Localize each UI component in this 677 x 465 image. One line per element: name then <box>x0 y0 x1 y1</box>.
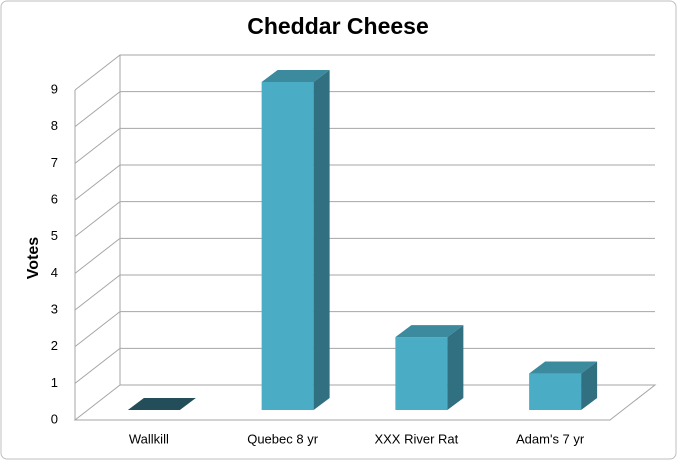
bar <box>529 373 582 410</box>
y-tick-label: 9 <box>51 81 58 96</box>
y-tick-label: 7 <box>51 155 58 170</box>
y-tick-label: 0 <box>51 411 58 426</box>
bar-top <box>529 361 598 374</box>
x-tick-label: XXX River Rat <box>374 431 458 446</box>
y-tick-label: 6 <box>51 191 58 206</box>
chart-title: Cheddar Cheese <box>247 13 429 39</box>
y-tick-label: 5 <box>51 228 58 243</box>
bar-top <box>261 70 330 82</box>
y-axis-label: Votes <box>25 237 42 279</box>
bar-side <box>313 70 330 410</box>
x-tick-label: Quebec 8 yr <box>247 431 318 446</box>
y-tick-label: 4 <box>51 265 58 280</box>
bar-side <box>447 325 464 410</box>
y-tick-label: 8 <box>51 118 58 133</box>
bar-top <box>127 398 196 410</box>
y-tick-label: 2 <box>51 338 58 353</box>
bar-top <box>395 325 464 338</box>
y-tick-label: 1 <box>51 375 58 390</box>
floor <box>73 384 657 421</box>
x-tick-label: Wallkill <box>129 431 169 446</box>
bar <box>261 82 314 410</box>
bar-side <box>581 361 598 410</box>
x-tick-label: Adam's 7 yr <box>516 431 585 446</box>
bar <box>395 337 448 410</box>
y-tick-label: 3 <box>51 301 58 316</box>
